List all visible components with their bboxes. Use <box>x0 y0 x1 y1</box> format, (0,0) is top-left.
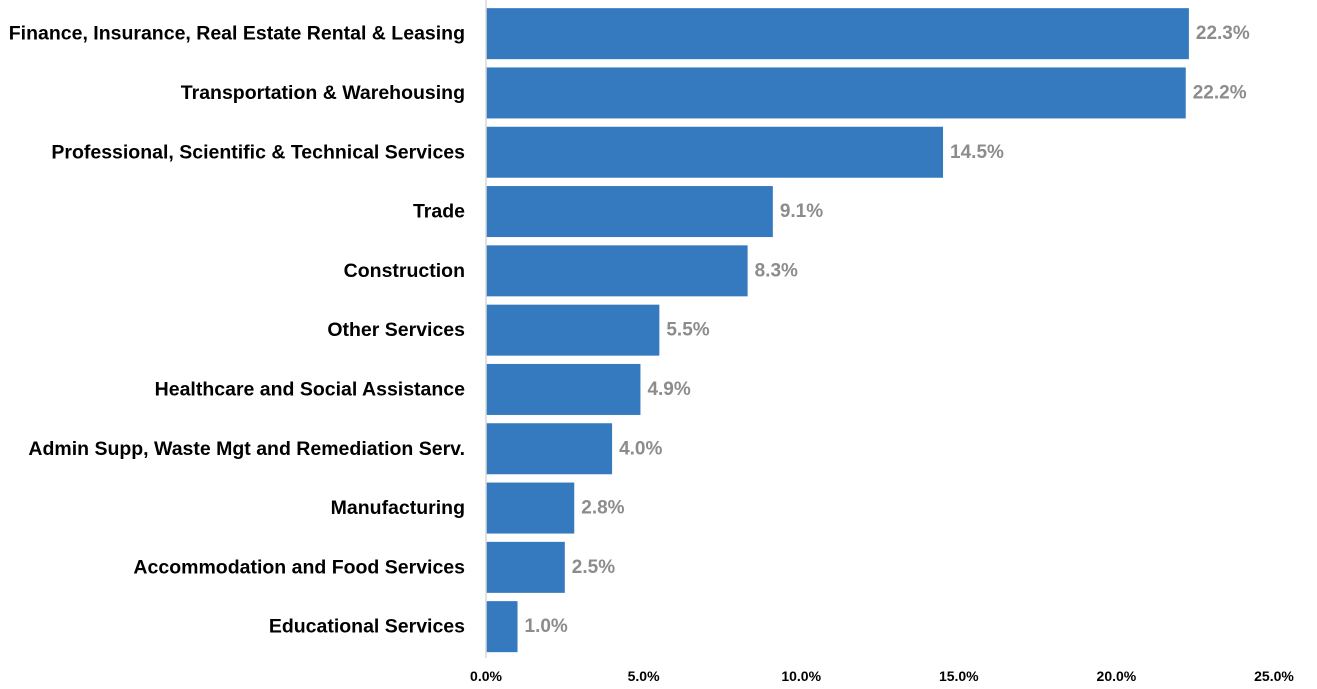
bar <box>486 363 641 415</box>
category-label: Professional, Scientific & Technical Ser… <box>51 141 465 163</box>
bar <box>486 423 613 475</box>
bar <box>486 8 1189 60</box>
value-labels-layer: 22.3% 22.2% 14.5% 9.1% 8.3% 5.5% 4.9% 4.0% 2.8% 2… <box>525 23 1250 637</box>
x-tick-label: 10.0% <box>781 668 821 684</box>
bar <box>486 245 748 297</box>
bar <box>486 304 660 356</box>
data-label: 1.0% <box>525 616 568 637</box>
category-label: Manufacturing <box>331 497 465 519</box>
category-label: Healthcare and Social Assistance <box>155 378 465 400</box>
category-label: Construction <box>344 260 465 282</box>
bar <box>486 601 518 653</box>
bar <box>486 482 575 534</box>
x-tick-label: 0.0% <box>470 668 502 684</box>
data-label: 22.2% <box>1193 82 1247 103</box>
category-labels-layer: Finance, Insurance, Real Estate Rental &… <box>9 23 465 638</box>
bar <box>486 541 565 593</box>
bars-layer <box>486 8 1189 653</box>
data-label: 2.5% <box>572 557 615 578</box>
category-label: Other Services <box>327 319 465 341</box>
data-label: 5.5% <box>666 320 709 341</box>
x-tick-label: 5.0% <box>628 668 660 684</box>
data-label: 4.9% <box>647 379 690 400</box>
x-tick-labels-layer: 0.0% 5.0% 10.0% 15.0% 20.0% 25.0% <box>470 668 1294 684</box>
data-label: 22.3% <box>1196 23 1250 44</box>
category-label: Transportation & Warehousing <box>181 82 465 104</box>
x-tick-label: 15.0% <box>939 668 979 684</box>
data-label: 9.1% <box>780 201 823 222</box>
category-label: Trade <box>413 201 465 223</box>
x-tick-label: 25.0% <box>1254 668 1294 684</box>
category-label: Accommodation and Food Services <box>133 556 465 578</box>
bar <box>486 126 944 178</box>
bar <box>486 186 773 238</box>
x-tick-label: 20.0% <box>1097 668 1137 684</box>
bar <box>486 67 1186 119</box>
data-label: 14.5% <box>950 142 1004 163</box>
data-label: 8.3% <box>755 260 798 281</box>
category-label: Finance, Insurance, Real Estate Rental &… <box>9 23 465 45</box>
data-label: 4.0% <box>619 438 662 459</box>
category-label: Admin Supp, Waste Mgt and Remediation Se… <box>28 438 465 460</box>
category-label: Educational Services <box>269 616 465 638</box>
data-label: 2.8% <box>581 498 624 519</box>
